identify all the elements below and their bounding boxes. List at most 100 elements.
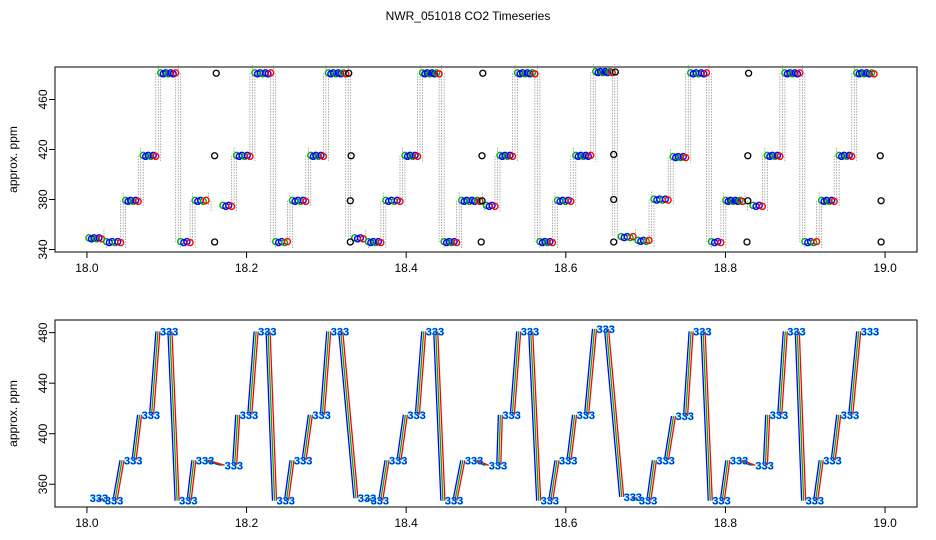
data-point <box>266 69 275 77</box>
point-label: 333 <box>521 326 539 338</box>
series-line <box>498 414 502 466</box>
marker-point <box>212 69 220 77</box>
data-point <box>377 238 385 247</box>
point-label: 333 <box>693 326 711 338</box>
series-line <box>796 331 805 501</box>
series-line <box>830 414 838 461</box>
series-line <box>235 414 241 466</box>
series-line <box>739 459 754 466</box>
point-label: 333 <box>312 410 330 422</box>
series-line <box>454 460 464 501</box>
series-line <box>603 328 621 497</box>
series-line <box>570 414 578 461</box>
series-line <box>97 497 102 502</box>
y-axis-label: approx. ppm <box>6 126 20 193</box>
y-tick-label: 480 <box>36 322 50 342</box>
point-label: 333 <box>225 460 243 472</box>
series-line <box>648 460 656 501</box>
marker-point <box>478 152 486 160</box>
marker-point <box>877 197 885 205</box>
point-label: 333 <box>276 496 294 508</box>
series-line <box>378 460 386 501</box>
series-line <box>135 414 143 461</box>
marker-point <box>611 68 619 76</box>
series-line <box>633 496 638 502</box>
series-line <box>834 414 842 461</box>
series-line <box>548 460 556 501</box>
series-line <box>133 414 141 461</box>
series-line <box>365 497 368 501</box>
series-line <box>152 331 161 415</box>
chart-title: NWR_051018 CO2 Timeseries <box>385 9 551 23</box>
series-line <box>342 331 359 499</box>
point-label: 333 <box>124 455 142 467</box>
series-line <box>396 414 405 461</box>
series-line <box>781 331 788 415</box>
series-line <box>766 414 771 466</box>
series-line <box>779 331 786 415</box>
series-line <box>323 331 332 415</box>
marker-point <box>744 69 753 77</box>
series-line <box>511 331 520 415</box>
point-label: 333 <box>258 326 276 338</box>
series-line <box>233 414 239 466</box>
series-line <box>437 331 446 501</box>
data-point <box>664 196 672 204</box>
x-tick-label: 18.2 <box>235 261 259 275</box>
x-tick-label: 18.0 <box>75 261 99 275</box>
marker-point <box>610 150 618 159</box>
y-tick-label: 420 <box>36 139 50 159</box>
point-label: 333 <box>331 326 349 338</box>
data-point <box>152 152 160 161</box>
series-line <box>367 497 370 501</box>
series-line <box>301 414 310 461</box>
marker-point <box>210 152 219 160</box>
point-label: 333 <box>639 496 657 508</box>
data-point <box>682 153 690 162</box>
series-line <box>665 415 675 461</box>
series-line <box>646 460 654 501</box>
series-line <box>528 331 538 501</box>
series-line <box>416 331 425 415</box>
series-line <box>764 414 769 466</box>
series-line <box>414 331 423 415</box>
series-line <box>686 331 694 417</box>
series-line <box>663 415 673 461</box>
point-label: 333 <box>426 326 444 338</box>
data-point <box>319 152 328 161</box>
series-line <box>550 460 558 501</box>
point-label: 333 <box>445 496 463 508</box>
marker-point <box>744 197 752 205</box>
series-line <box>267 331 276 501</box>
series-line <box>190 460 197 501</box>
x-tick-label: 18.6 <box>554 261 578 275</box>
point-label: 333 <box>389 455 407 467</box>
series-line <box>321 331 330 415</box>
plot-frame <box>54 66 918 253</box>
data-point <box>531 70 539 78</box>
series-line <box>848 331 858 415</box>
data-point <box>134 197 142 206</box>
x-tick-label: 19.0 <box>873 261 897 275</box>
point-label: 333 <box>624 492 642 504</box>
data-point <box>283 237 292 246</box>
x-tick-label: 18.4 <box>395 261 419 275</box>
x-tick-label: 18.0 <box>75 516 99 530</box>
point-label: 333 <box>823 455 841 467</box>
series-line <box>340 331 357 499</box>
series-line <box>319 331 328 415</box>
marker-point <box>347 152 355 160</box>
series-line <box>249 331 257 415</box>
point-label: 333 <box>676 411 694 423</box>
series-line <box>148 331 157 415</box>
point-label: 333 <box>559 455 577 467</box>
series-line <box>762 414 767 466</box>
data-point <box>587 151 595 160</box>
data-point <box>452 238 461 247</box>
series-line <box>283 460 291 501</box>
series-line <box>532 331 542 501</box>
series-line <box>635 496 640 502</box>
series-line <box>150 331 159 415</box>
series-line <box>131 414 139 461</box>
y-tick-label: 380 <box>36 189 50 209</box>
